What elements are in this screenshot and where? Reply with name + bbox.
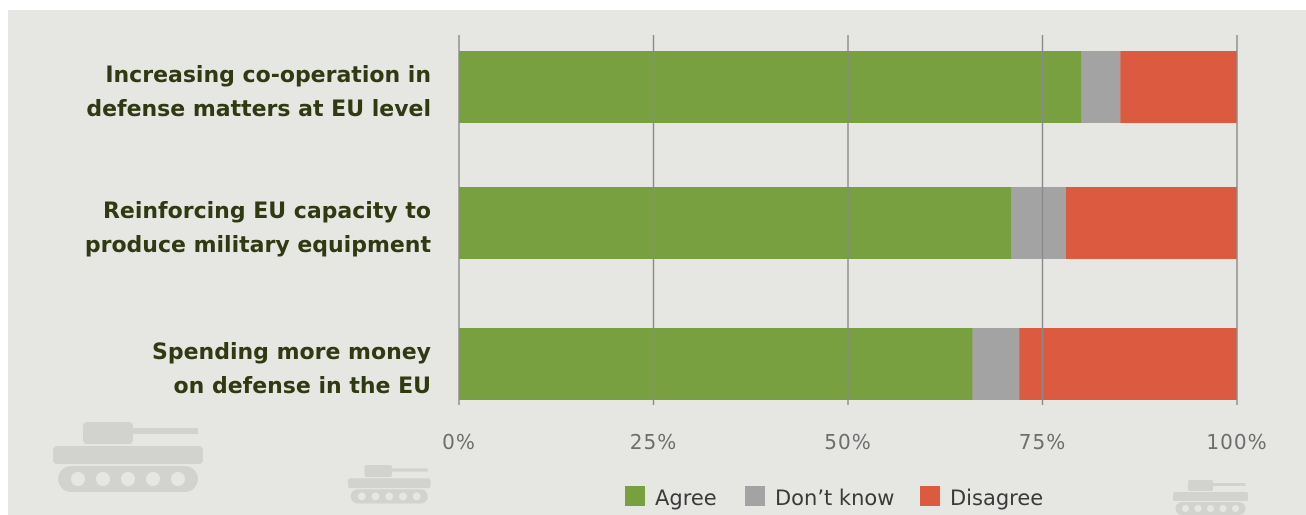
legend-swatch-2 bbox=[745, 486, 765, 506]
legend-label-2: Don’t know bbox=[775, 486, 894, 510]
tank-watermarks bbox=[53, 422, 1248, 515]
legend-label-1: Agree bbox=[655, 486, 717, 510]
chart-panel: Increasing co-operation in defense matter… bbox=[8, 10, 1306, 515]
bar-disagree-3 bbox=[1019, 328, 1237, 400]
bar-agree-1 bbox=[459, 51, 1082, 123]
bar-don-t-know-1 bbox=[1081, 51, 1121, 123]
bar-don-t-know-3 bbox=[972, 328, 1020, 400]
legend-swatch-3 bbox=[920, 486, 940, 506]
category-label-2: Reinforcing EU capacity to produce milita… bbox=[85, 199, 432, 258]
legend-label-3: Disagree bbox=[950, 486, 1043, 510]
bar-don-t-know-2 bbox=[1011, 187, 1066, 259]
legend: Agree Don’t know Disagree bbox=[625, 486, 1043, 510]
category-label-1: Increasing co-operation in defense matter… bbox=[86, 63, 431, 122]
x-tick-labels: 0% 25% 50% 75% 100% bbox=[442, 430, 1267, 454]
x-tick-label-100: 100% bbox=[1206, 430, 1267, 454]
tank-icon bbox=[53, 422, 203, 492]
bars-layer bbox=[459, 51, 1237, 400]
x-tick-label-25: 25% bbox=[630, 430, 677, 454]
bar-disagree-2 bbox=[1065, 187, 1237, 259]
tank-icon bbox=[1173, 480, 1248, 515]
bar-agree-2 bbox=[459, 187, 1012, 259]
legend-swatch-1 bbox=[625, 486, 645, 506]
stacked-bar-chart: Increasing co-operation in defense matter… bbox=[53, 35, 1267, 515]
bar-disagree-1 bbox=[1120, 51, 1237, 123]
tank-icon bbox=[348, 465, 431, 504]
gridlines bbox=[458, 35, 1238, 405]
x-tick-label-0: 0% bbox=[442, 430, 476, 454]
x-tick-label-75: 75% bbox=[1019, 430, 1066, 454]
bar-agree-3 bbox=[459, 328, 973, 400]
x-tick-label-50: 50% bbox=[824, 430, 871, 454]
category-labels: Increasing co-operation in defense matter… bbox=[85, 63, 432, 399]
category-label-3: Spending more money on defense in the EU bbox=[152, 340, 431, 399]
